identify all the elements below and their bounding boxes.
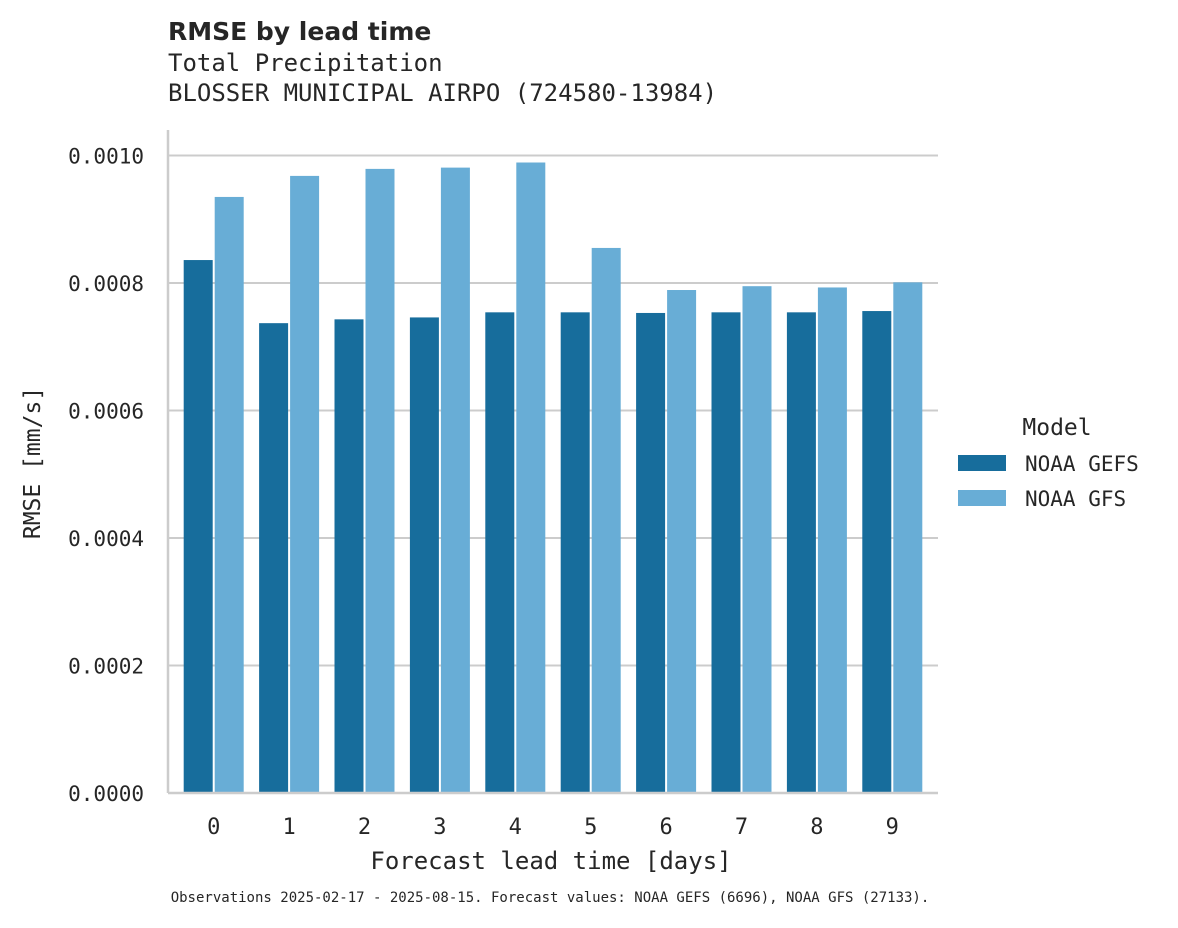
y-tick-labels: 0.0000 0.0002 0.0004 0.0006 0.0008 0.0010 — [68, 145, 144, 807]
bar-noaa-gefs-8 — [786, 312, 816, 793]
bar-noaa-gfs-7 — [742, 286, 772, 793]
bars-layer — [183, 162, 923, 794]
x-axis-label: Forecast lead time [days] — [370, 847, 731, 875]
bar-noaa-gefs-1 — [259, 323, 289, 793]
bar-noaa-gfs-9 — [893, 282, 923, 793]
y-tick-label: 0.0008 — [68, 272, 144, 296]
bar-noaa-gefs-6 — [636, 312, 666, 793]
bar-noaa-gfs-8 — [817, 287, 847, 793]
bar-noaa-gefs-4 — [485, 312, 515, 793]
bar-noaa-gefs-7 — [711, 312, 741, 793]
legend-swatch-noaa-gfs — [958, 490, 1006, 506]
y-tick-label: 0.0006 — [68, 400, 144, 424]
bar-noaa-gefs-0 — [183, 260, 213, 793]
bar-noaa-gfs-3 — [440, 167, 470, 794]
legend-title: Model — [1022, 415, 1091, 441]
x-tick-labels: 0 1 2 3 4 5 6 7 8 9 — [207, 815, 899, 840]
bar-noaa-gfs-5 — [591, 247, 621, 793]
bar-noaa-gfs-1 — [290, 175, 320, 793]
legend-swatch-noaa-gefs — [958, 455, 1006, 471]
legend-label-noaa-gefs: NOAA GEFS — [1025, 452, 1139, 476]
x-tick-label: 6 — [659, 815, 672, 840]
bar-noaa-gfs-6 — [667, 290, 697, 793]
y-axis-label: RMSE [mm/s] — [20, 387, 46, 539]
bar-noaa-gefs-5 — [560, 312, 590, 793]
x-tick-label: 7 — [735, 815, 748, 840]
chart-subtitle-line-1: Total Precipitation — [168, 49, 443, 77]
x-tick-label: 1 — [282, 815, 295, 840]
y-tick-label: 0.0004 — [68, 527, 144, 551]
y-tick-label: 0.0002 — [68, 655, 144, 679]
legend-label-noaa-gfs: NOAA GFS — [1025, 487, 1126, 511]
bar-noaa-gefs-9 — [862, 311, 892, 793]
bar-noaa-gfs-2 — [365, 168, 395, 793]
x-tick-label: 8 — [810, 815, 823, 840]
x-tick-label: 0 — [207, 815, 220, 840]
chart-subtitle-line-2: BLOSSER MUNICIPAL AIRPO (724580-13984) — [168, 79, 718, 107]
bar-noaa-gfs-4 — [516, 162, 546, 793]
axes-layer — [166, 130, 938, 795]
title-block: RMSE by lead time Total Precipitation BL… — [168, 16, 717, 108]
bar-noaa-gefs-3 — [409, 317, 439, 793]
x-tick-label: 4 — [509, 815, 522, 840]
y-tick-label: 0.0010 — [68, 145, 144, 169]
x-tick-label: 2 — [358, 815, 371, 840]
bar-noaa-gfs-0 — [214, 196, 244, 793]
legend: Model NOAA GEFS NOAA GFS — [958, 415, 1139, 511]
x-tick-label: 9 — [886, 815, 899, 840]
x-tick-label: 3 — [433, 815, 446, 840]
chart-footnote: Observations 2025-02-17 - 2025-08-15. Fo… — [170, 890, 930, 906]
bar-noaa-gefs-2 — [334, 319, 364, 793]
x-tick-label: 5 — [584, 815, 597, 840]
chart-title: RMSE by lead time — [168, 17, 432, 46]
y-tick-label: 0.0000 — [68, 782, 144, 806]
